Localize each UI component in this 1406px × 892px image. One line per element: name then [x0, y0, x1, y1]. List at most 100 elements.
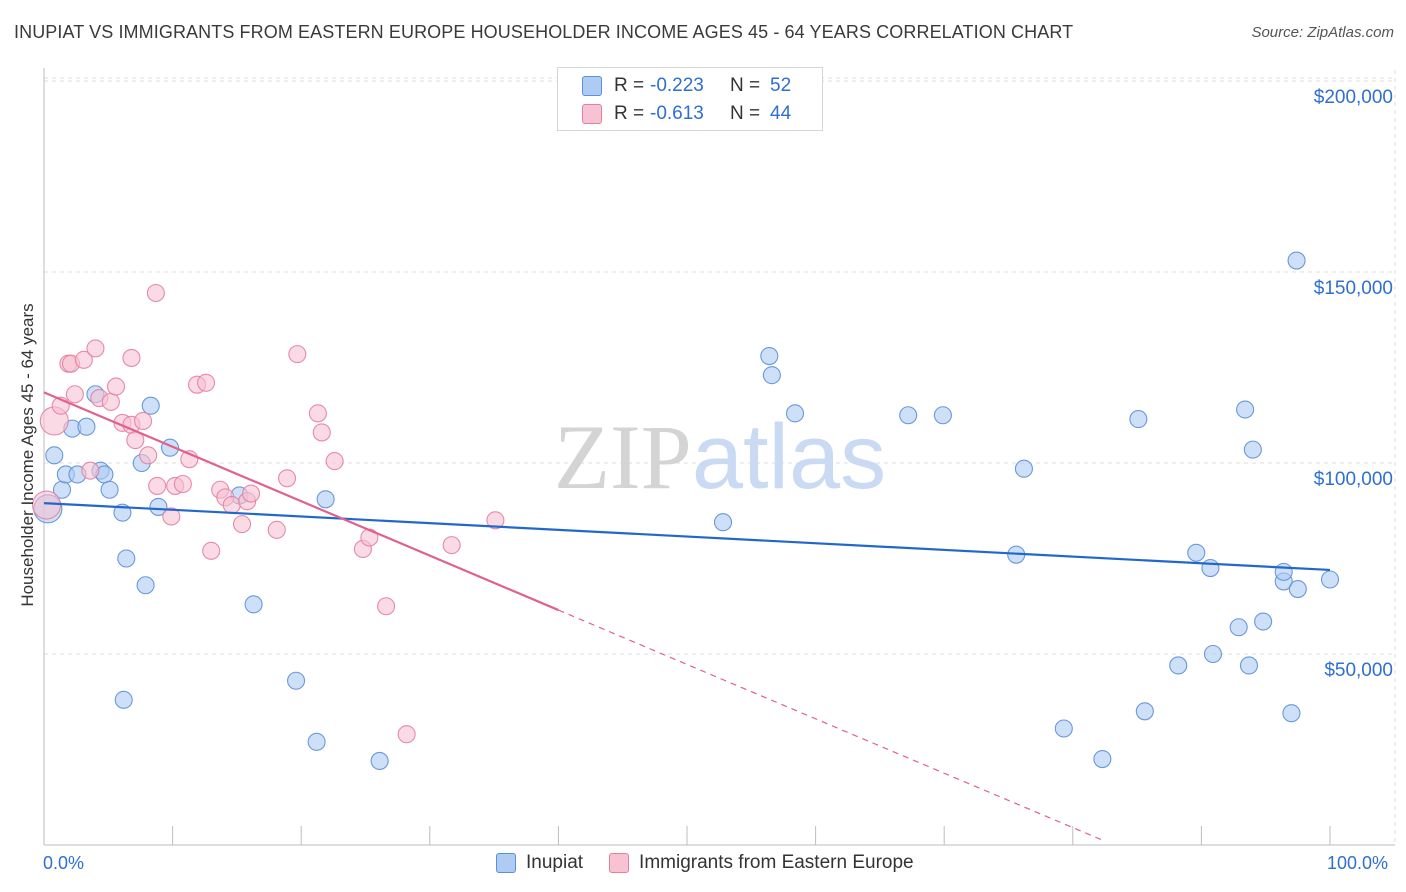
- trend-layer: [43, 391, 1331, 842]
- y-axis-label: Householder Income Ages 45 - 64 years: [18, 303, 37, 607]
- immigrants-point: [81, 461, 100, 480]
- x-tick-label-max: 100.0%: [1327, 853, 1389, 873]
- immigrants-point: [241, 484, 261, 503]
- legend-r-value: -0.613: [650, 103, 704, 124]
- immigrants-point: [267, 520, 286, 539]
- immigrants-point: [312, 423, 331, 442]
- inupiat-point: [114, 690, 133, 709]
- immigrants-point: [122, 348, 141, 368]
- immigrants-point: [173, 474, 192, 494]
- inupiat-point: [316, 490, 335, 509]
- series-label-immigrants: Immigrants from Eastern Europe: [639, 852, 914, 873]
- immigrants-point: [148, 476, 167, 495]
- inupiat-point: [1187, 543, 1206, 562]
- inupiat-trendline: [43, 502, 1331, 572]
- inupiat-point: [1288, 580, 1307, 599]
- legend-swatch-immigrants: [582, 104, 602, 124]
- series-legend: Inupiat Immigrants from Eastern Europe: [496, 852, 940, 874]
- legend-row-immigrants: R = -0.613 N = 44: [582, 102, 791, 126]
- inupiat-point: [149, 497, 168, 516]
- watermark: ZIPatlas: [554, 406, 886, 508]
- inupiat-point: [307, 732, 326, 751]
- y-tick-label-200k: $200,000: [1313, 87, 1393, 108]
- axes-layer: [43, 68, 1395, 846]
- inupiat-point: [1014, 459, 1033, 478]
- series-legend-immigrants: Immigrants from Eastern Europe: [609, 852, 914, 874]
- inupiat-point: [1203, 644, 1223, 664]
- legend-n-label: N =: [730, 103, 761, 124]
- immigrants-point: [106, 377, 126, 396]
- immigrants-point: [222, 495, 241, 515]
- legend-swatch-inupiat: [582, 76, 602, 96]
- inupiat-point: [1236, 400, 1255, 419]
- series-label-inupiat: Inupiat: [526, 852, 584, 873]
- immigrants-point: [65, 385, 84, 404]
- series-legend-inupiat: Inupiat: [496, 852, 583, 874]
- immigrants-trendline-extrapolated: [558, 609, 1106, 842]
- immigrants-point: [325, 452, 344, 471]
- y-tick-label-150k: $150,000: [1313, 278, 1393, 299]
- legend-r-label: R =: [614, 75, 645, 96]
- inupiat-point: [1229, 618, 1248, 637]
- stats-legend: R = -0.223 N = 52 R = -0.613 N = 44: [557, 67, 823, 131]
- x-tick-label-min: 0.0%: [43, 853, 85, 873]
- inupiat-point: [1054, 719, 1073, 738]
- inupiat-point: [45, 446, 64, 465]
- inupiat-point: [100, 480, 119, 499]
- chart-title: INUPIAT VS IMMIGRANTS FROM EASTERN EUROP…: [14, 22, 1074, 42]
- immigrants-trendline: [43, 391, 559, 612]
- legend-row-inupiat: R = -0.223 N = 52: [582, 74, 791, 98]
- immigrants-point: [486, 511, 505, 530]
- immigrants-point: [139, 446, 158, 465]
- inupiat-point: [760, 346, 779, 366]
- inupiat-point: [370, 751, 389, 771]
- inupiat-point: [785, 404, 805, 423]
- legend-n-value: 52: [770, 75, 792, 96]
- immigrants-point: [232, 515, 252, 534]
- immigrants-point: [101, 392, 120, 411]
- inupiat-point: [141, 396, 160, 415]
- chart-source: Source: ZipAtlas.com: [1251, 24, 1394, 41]
- legend-r-value: -0.223: [650, 75, 704, 96]
- immigrants-point: [202, 541, 221, 560]
- immigrants-point: [146, 283, 165, 303]
- inupiat-point: [1201, 558, 1220, 578]
- inupiat-point: [1135, 702, 1154, 721]
- immigrants-point: [196, 373, 216, 392]
- immigrants-point: [377, 597, 396, 616]
- series-swatch-immigrants: [609, 853, 630, 873]
- inupiat-point: [1129, 410, 1148, 429]
- legend-n-value: 44: [770, 103, 792, 124]
- immigrants-point: [397, 725, 416, 744]
- watermark-zip: ZIP: [554, 406, 692, 508]
- inupiat-point: [1093, 749, 1112, 769]
- immigrants-point: [86, 339, 105, 358]
- inupiat-point: [1254, 612, 1273, 631]
- inupiat-point: [1320, 570, 1340, 589]
- inupiat-point: [117, 549, 136, 568]
- inupiat-point: [244, 595, 263, 614]
- legend-n-label: N =: [730, 75, 761, 96]
- inupiat-point: [77, 417, 96, 436]
- y-tick-label-50k: $50,000: [1324, 660, 1393, 681]
- points-layer: [32, 251, 1340, 771]
- inupiat-point: [287, 671, 306, 690]
- immigrants-point: [133, 411, 153, 431]
- inupiat-point: [899, 406, 918, 425]
- watermark-atlas: atlas: [692, 406, 886, 508]
- inupiat-point: [762, 366, 781, 385]
- immigrants-point: [74, 350, 93, 369]
- inupiat-point: [136, 576, 155, 595]
- immigrants-point: [278, 469, 297, 488]
- immigrants-point: [288, 345, 307, 364]
- y-tick-label-100k: $100,000: [1313, 469, 1393, 490]
- inupiat-point: [1239, 656, 1259, 675]
- inupiat-point: [1243, 440, 1262, 459]
- immigrants-point: [308, 404, 327, 423]
- inupiat-point: [1274, 562, 1293, 581]
- immigrants-point: [442, 536, 461, 555]
- series-swatch-inupiat: [496, 853, 516, 873]
- inupiat-point: [713, 513, 733, 532]
- immigrants-point: [162, 507, 181, 526]
